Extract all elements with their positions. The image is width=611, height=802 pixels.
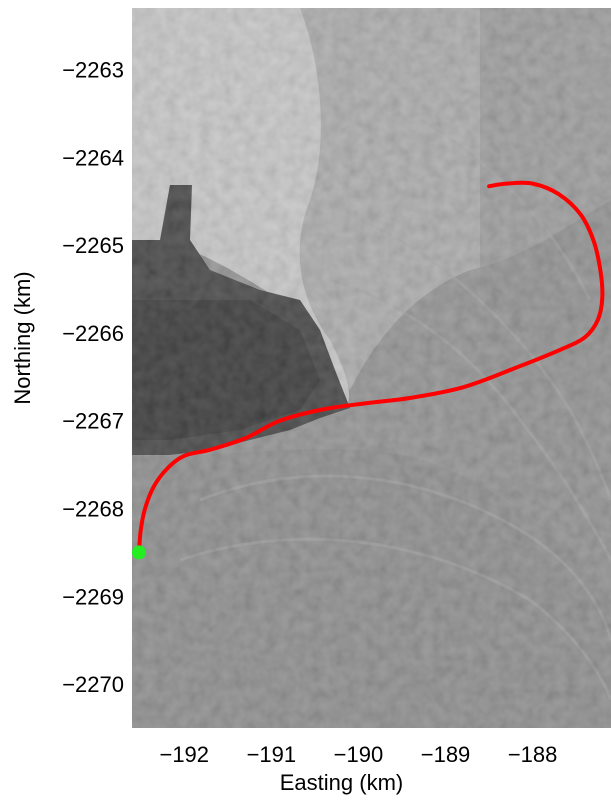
x-axis-ticks: −192 −191 −190 −189 −188 xyxy=(159,742,557,767)
x-tick-label: −192 xyxy=(159,742,209,767)
y-axis-label: Northing (km) xyxy=(10,271,35,404)
x-tick-label: −190 xyxy=(334,742,384,767)
trajectory-line xyxy=(136,180,605,555)
y-axis-ticks: −2263 −2264 −2265 −2266 −2267 −2268 −2269 −2270 xyxy=(62,57,124,697)
y-tick-label: −2268 xyxy=(62,496,124,521)
y-tick-label: −2269 xyxy=(62,584,124,609)
y-tick-label: −2270 xyxy=(62,672,124,697)
x-tick-label: −189 xyxy=(421,742,471,767)
x-axis-label: Easting (km) xyxy=(280,770,403,795)
y-tick-label: −2266 xyxy=(62,321,124,346)
y-tick-label: −2264 xyxy=(62,145,124,170)
y-tick-label: −2263 xyxy=(62,57,124,82)
x-tick-label: −188 xyxy=(508,742,558,767)
start-point-marker xyxy=(132,545,146,560)
y-tick-label: −2267 xyxy=(62,409,124,434)
y-tick-label: −2265 xyxy=(62,233,124,258)
satellite-image xyxy=(132,8,611,728)
x-tick-label: −191 xyxy=(247,742,297,767)
